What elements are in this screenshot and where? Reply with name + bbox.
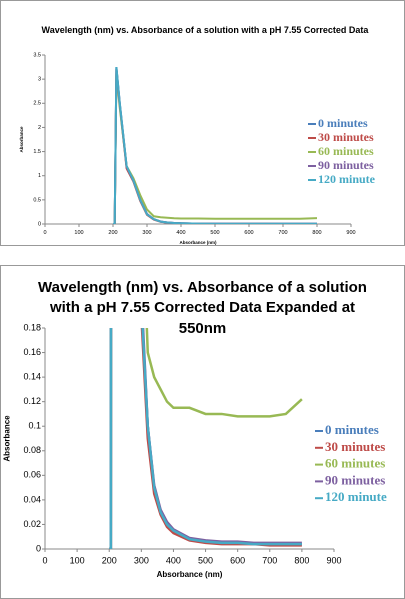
x-tick-label: 400 [166,555,181,565]
y-tick-label: 0.18 [23,322,41,332]
x-tick-label: 800 [294,555,309,565]
y-tick-label: 0.04 [23,494,41,504]
legend-label: 0 minutes [325,422,379,437]
legend-label: 60 minutes [318,144,374,158]
x-axis-label: Absorbance (nm) [179,240,217,245]
chart-title: Wavelength (nm) vs. Absorbance of a solu… [41,25,369,35]
y-tick-label: 1 [38,173,41,179]
legend-label: 120 minute [318,172,376,186]
legend-label: 90 minutes [325,472,385,487]
x-tick-label: 700 [262,555,277,565]
x-tick-label: 800 [312,230,321,236]
x-tick-label: 600 [230,555,245,565]
x-tick-label: 400 [176,230,185,236]
series-line [109,328,302,549]
y-tick-label: 0 [38,221,41,227]
y-axis-label: Absorbance [19,126,24,153]
legend-label: 60 minutes [325,456,385,471]
y-tick-label: 3.5 [33,52,41,58]
series-line [113,74,318,224]
y-tick-label: 2 [38,125,41,131]
x-tick-label: 900 [326,555,341,565]
series-line [109,328,303,549]
y-tick-label: 0.5 [33,197,41,203]
series-line [113,66,317,224]
legend-label: 0 minutes [318,116,368,130]
series-line [109,328,302,549]
x-tick-label: 500 [210,230,219,236]
y-tick-label: 2.5 [33,101,41,107]
x-tick-label: 100 [74,230,83,236]
x-tick-label: 700 [278,230,287,236]
y-tick-label: 0.08 [23,445,41,455]
x-tick-label: 500 [198,555,213,565]
y-tick-label: 0.14 [23,371,41,381]
y-tick-label: 0.12 [23,396,41,406]
y-tick-label: 3 [38,77,41,83]
x-tick-label: 900 [346,230,355,236]
y-tick-label: 0.1 [28,421,41,431]
y-tick-label: 0.06 [23,470,41,480]
x-tick-label: 200 [108,230,117,236]
x-tick-label: 200 [102,555,117,565]
x-tick-label: 300 [134,555,149,565]
y-tick-label: 1.5 [33,149,41,155]
y-tick-label: 0.02 [23,519,41,529]
y-tick-label: 0 [36,543,41,553]
y-axis-label: Absorbance [2,415,11,462]
x-tick-label: 0 [42,555,47,565]
y-tick-label: 0.16 [23,347,41,357]
x-tick-label: 300 [142,230,151,236]
chart-title: Wavelength (nm) vs. Absorbance of a solu… [38,279,367,337]
series-line [109,328,302,549]
x-tick-label: 100 [70,555,85,565]
x-axis-label: Absorbance (nm) [157,570,223,579]
series-line [109,328,302,549]
legend-label: 30 minutes [325,439,385,454]
legend-label: 90 minutes [318,158,374,172]
legend-label: 120 minute [325,489,387,504]
legend-label: 30 minutes [318,130,374,144]
x-tick-label: 0 [43,230,46,236]
x-tick-label: 600 [244,230,253,236]
